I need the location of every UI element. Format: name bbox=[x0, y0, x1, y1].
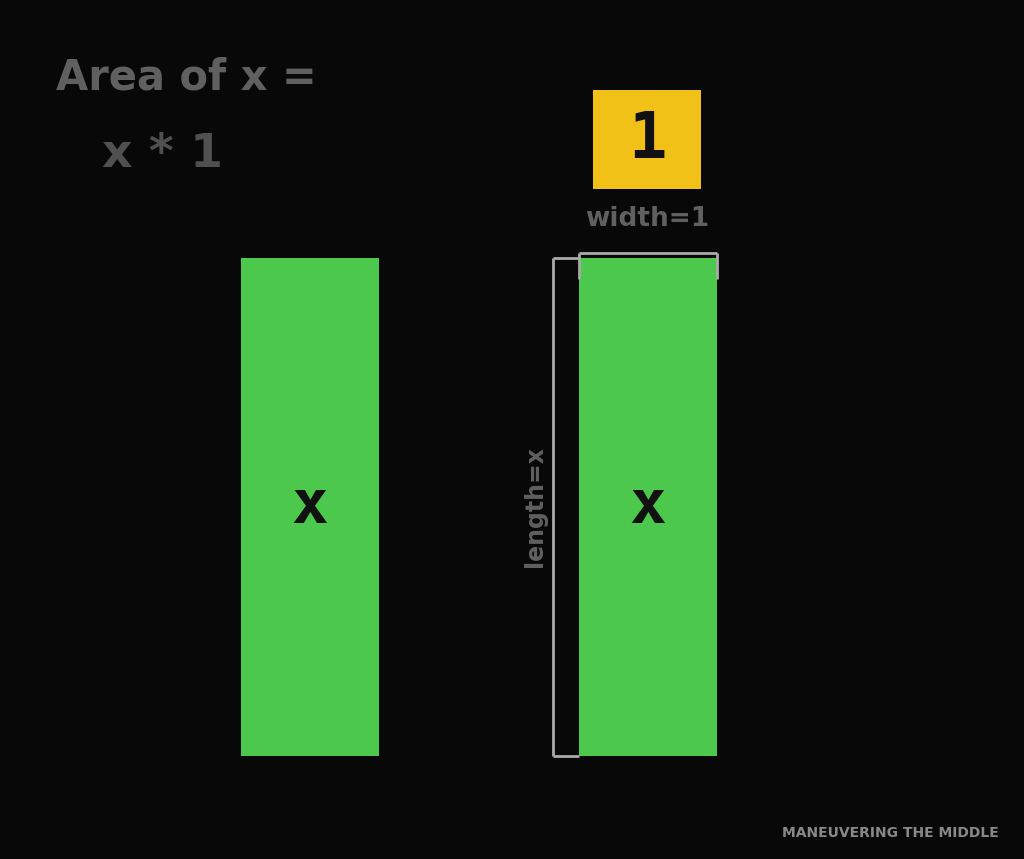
Text: width=1: width=1 bbox=[585, 206, 710, 232]
Bar bbox=[241, 258, 379, 756]
Text: x: x bbox=[630, 478, 666, 536]
Bar bbox=[579, 258, 717, 756]
Text: Area of x =: Area of x = bbox=[56, 57, 317, 98]
Bar bbox=[594, 90, 700, 189]
Text: x * 1: x * 1 bbox=[102, 132, 223, 177]
Text: MANEUVERING THE MIDDLE: MANEUVERING THE MIDDLE bbox=[781, 826, 998, 840]
Text: length=x: length=x bbox=[522, 447, 547, 567]
Text: x: x bbox=[292, 478, 328, 536]
Text: 1: 1 bbox=[628, 108, 667, 171]
